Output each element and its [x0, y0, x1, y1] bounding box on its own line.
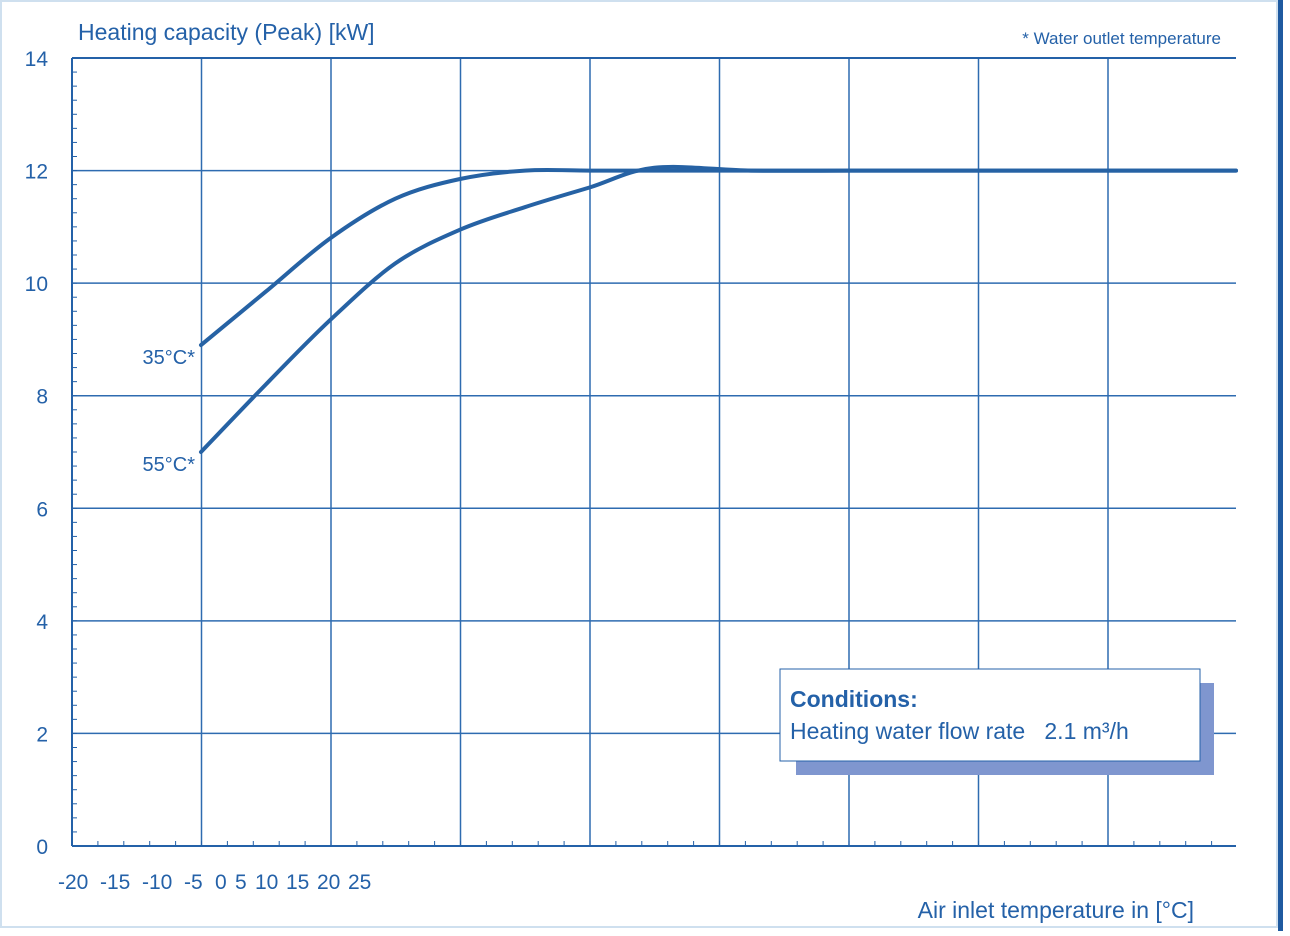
x-axis-title: Air inlet temperature in [°C] [918, 897, 1194, 923]
x-tick-label: -20 [58, 871, 88, 894]
series-line-1 [199, 167, 1238, 348]
y-tick-labels: 0 2 4 6 8 10 12 14 [25, 48, 49, 859]
right-border [1278, 0, 1283, 931]
y-axis-title: Heating capacity (Peak) [kW] [78, 19, 375, 45]
x-tick-label: 5 [235, 871, 247, 894]
x-tick-label: 0 [215, 871, 227, 894]
conditions-legend: Conditions: Heating water flow rate 2.1 … [779, 668, 1214, 775]
x-tick-label: 20 [317, 871, 340, 894]
series-label: 55°C* [143, 454, 196, 476]
y-tick-label: 10 [25, 273, 48, 296]
legend-box [779, 668, 1201, 762]
series-line-2 [199, 164, 1238, 454]
y-tick-label: 8 [36, 386, 48, 409]
y-tick-label: 12 [25, 161, 48, 184]
x-tick-label: 10 [255, 871, 278, 894]
x-tick-label: 15 [286, 871, 309, 894]
note-text: * Water outlet temperature [1022, 29, 1221, 48]
y-tick-label: 4 [36, 611, 48, 634]
x-tick-label: -5 [184, 871, 203, 894]
legend-text: Heating water flow rate 2.1 m³/h [790, 718, 1129, 744]
series: 35°C* 55°C* [143, 164, 1238, 476]
y-tick-label: 2 [36, 723, 48, 746]
y-tick-label: 0 [36, 836, 48, 859]
x-tick-label: -10 [142, 871, 172, 894]
x-tick-label: 25 [348, 871, 371, 894]
y-tick-label: 6 [36, 498, 48, 521]
legend-title: Conditions: [790, 686, 918, 712]
x-tick-label: -15 [100, 871, 130, 894]
y-tick-label: 14 [25, 48, 49, 71]
x-tick-labels: -20 -15 -10 -5 0 5 10 15 20 25 [58, 871, 371, 894]
series-label: 35°C* [143, 347, 196, 369]
